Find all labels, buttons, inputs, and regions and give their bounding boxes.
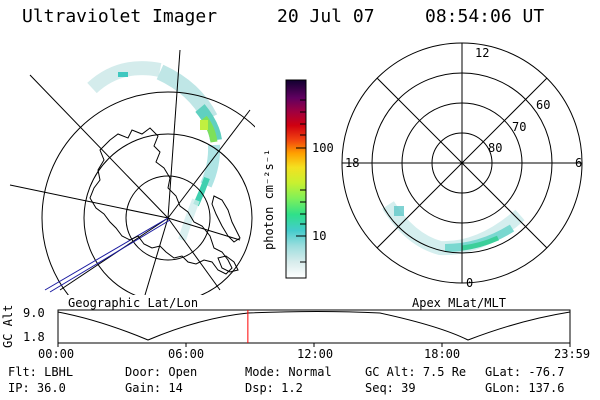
status-key: Seq: [365,381,394,395]
alt-ytick-high: 9.0 [23,306,45,320]
status-glat: -76.7 [528,365,565,379]
status-key: Dsp: [245,381,274,395]
altitude-plot [57,309,571,347]
status-filter: LBHL [44,365,74,379]
auroral-oval-geo [87,61,222,242]
status-key: Mode: [245,365,282,379]
alt-xtick-1: 06:00 [168,347,205,361]
instrument-title: Ultraviolet Imager [22,6,218,27]
status-key: GLon: [485,381,522,395]
apex-map [341,42,583,284]
status-glon: 137.6 [528,381,565,395]
mlt-label-18: 18 [345,156,360,170]
status-door: Open [168,365,198,379]
apex-panel-label: Apex MLat/MLT [412,296,506,310]
colorbar [285,79,307,279]
alt-xtick-4: 23:59 [554,347,591,361]
status-key: Flt: [8,365,37,379]
status-ip: 36.0 [36,381,66,395]
colorbar-tick-10: 10 [312,229,327,243]
alt-xtick-3: 18:00 [424,347,461,361]
alt-xtick-0: 00:00 [38,347,75,361]
mlt-label-0: 0 [466,276,474,290]
alt-ylabel: GC Alt [1,304,15,348]
status-dsp: 1.2 [281,381,303,395]
colorbar-ticks [296,99,306,263]
status-key: Gain: [125,381,162,395]
lat-label-80: 80 [488,141,503,155]
lat-label-70: 70 [512,120,527,134]
time-label: 08:54:06 UT [425,6,545,27]
alt-ytick-low: 1.8 [23,330,45,344]
auroral-oval-apex [382,201,525,256]
mlt-label-6: 6 [575,156,583,170]
geo-panel-label: Geographic Lat/Lon [68,296,199,310]
status-key: Door: [125,365,162,379]
colorbar-unit-label: photon cm⁻²s⁻¹ [262,148,276,250]
status-gain: 14 [168,381,183,395]
status-gc-alt: 7.5 Re [422,365,467,379]
status-mode: Normal [288,365,332,379]
lat-label-60: 60 [536,98,551,112]
status-key: IP: [8,381,30,395]
geographic-map [9,50,255,295]
status-key: GLat: [485,365,522,379]
date-label: 20 Jul 07 [277,6,375,27]
status-key: GC Alt: [365,365,416,379]
mlt-label-12: 12 [475,46,490,60]
status-seq: 39 [401,381,416,395]
colorbar-tick-100: 100 [312,141,334,155]
alt-xtick-2: 12:00 [297,347,334,361]
